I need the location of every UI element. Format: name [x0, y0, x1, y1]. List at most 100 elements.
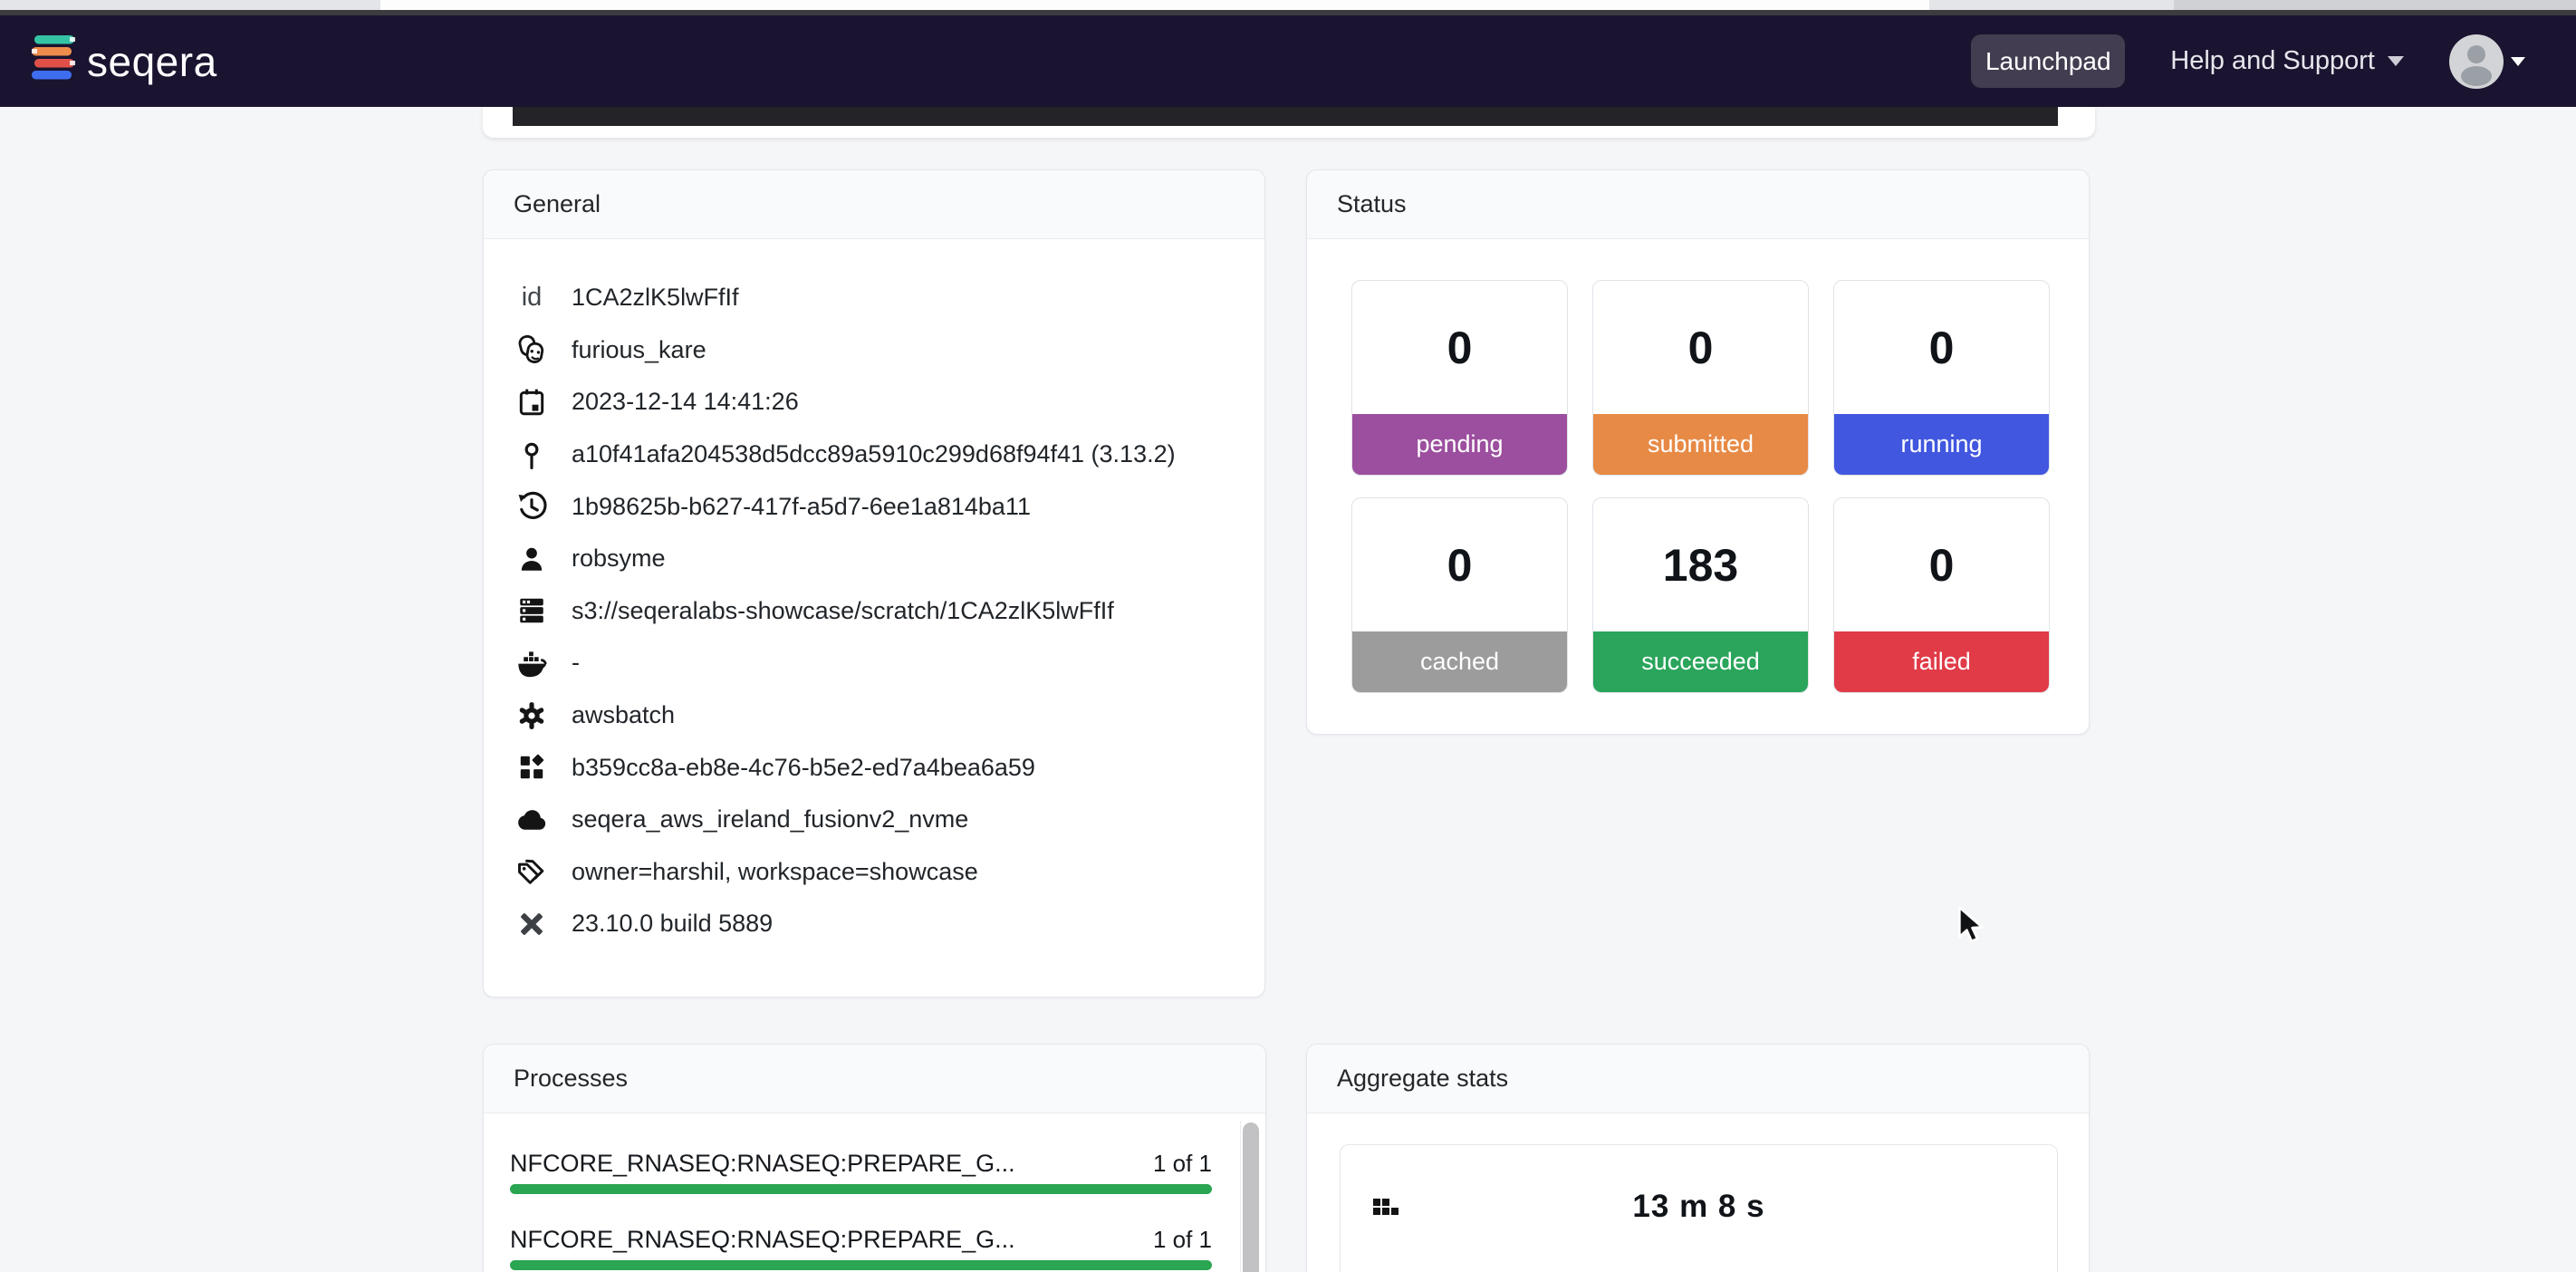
processes-scrollbar-thumb[interactable]	[1243, 1123, 1259, 1272]
id-label: id	[521, 283, 543, 313]
commit-value: a10f41afa204538d5dcc89a5910c299d68f94f41…	[572, 440, 1176, 468]
status-tile-cached[interactable]: 0 cached	[1351, 497, 1568, 693]
help-support-menu[interactable]: Help and Support	[2170, 46, 2404, 76]
general-row-run-id: id 1CA2zlK5lwFfIf	[514, 272, 1235, 324]
status-tile-pending[interactable]: 0 pending	[1351, 280, 1568, 476]
calendar-icon	[514, 387, 550, 418]
container-value: -	[572, 649, 580, 677]
status-tile-submitted[interactable]: 0 submitted	[1592, 280, 1809, 476]
status-tile-failed[interactable]: 0 failed	[1833, 497, 2050, 693]
process-name: NFCORE_RNASEQ:RNASEQ:PREPARE_G...	[510, 1150, 1015, 1177]
tags-value: owner=harshil, workspace=showcase	[572, 857, 978, 885]
theater-masks-icon	[514, 333, 550, 366]
chevron-down-icon	[2388, 56, 2404, 66]
succeeded-label: succeeded	[1593, 631, 1808, 692]
general-card: General id 1CA2zlK5lwFfIf furious_kare	[483, 169, 1265, 997]
chevron-down-icon	[2511, 56, 2525, 66]
help-support-label: Help and Support	[2170, 46, 2375, 75]
general-row-date: 2023-12-14 14:41:26	[514, 376, 1235, 429]
run-id-value: 1CA2zlK5lwFfIf	[572, 284, 739, 312]
general-row-commit: a10f41afa204538d5dcc89a5910c299d68f94f41…	[514, 429, 1235, 481]
process-progress-bar	[510, 1184, 1212, 1194]
running-label: running	[1834, 414, 2049, 475]
status-card: Status 0 pending 0 submitted 0 running 0…	[1306, 169, 2090, 735]
general-row-compute-env-id: b359cc8a-eb8e-4c76-b5e2-ed7a4bea6a59	[514, 741, 1235, 794]
status-title: Status	[1337, 190, 1407, 217]
workdir-value: s3://seqeralabs-showcase/scratch/1CA2zlK…	[572, 596, 1114, 624]
compute-env-id-value: b359cc8a-eb8e-4c76-b5e2-ed7a4bea6a59	[572, 753, 1035, 781]
run-name-value: furious_kare	[572, 335, 706, 363]
process-progress-bar	[510, 1260, 1212, 1270]
launchpad-button[interactable]: Launchpad	[1971, 34, 2126, 88]
user-value: robsyme	[572, 544, 666, 573]
general-row-workdir: s3://seqeralabs-showcase/scratch/1CA2zlK…	[514, 585, 1235, 638]
general-title: General	[514, 190, 601, 217]
scrolled-card-remnant	[483, 107, 2095, 138]
compute-env-name-value: seqera_aws_ireland_fusionv2_nvme	[572, 805, 969, 834]
docker-whale-icon	[514, 647, 550, 679]
failed-count: 0	[1928, 539, 1955, 591]
nextflow-x-icon	[514, 908, 550, 940]
succeeded-count: 183	[1662, 539, 1739, 591]
processes-title: Processes	[514, 1065, 629, 1092]
top-strip	[0, 0, 2576, 10]
status-card-header: Status	[1307, 170, 2089, 239]
person-icon	[514, 544, 550, 574]
failed-label: failed	[1834, 631, 2049, 692]
top-strip-white	[380, 0, 1929, 10]
process-row[interactable]: NFCORE_RNASEQ:RNASEQ:PREPARE_G... 1 of 1	[510, 1150, 1212, 1194]
user-menu[interactable]	[2449, 34, 2525, 89]
aggregate-stats-header: Aggregate stats	[1307, 1045, 2089, 1113]
mouse-cursor	[1956, 906, 1993, 950]
shapes-icon	[514, 752, 550, 783]
general-row-session: 1b98625b-b627-417f-a5d7-6ee1a814ba11	[514, 480, 1235, 533]
session-id-value: 1b98625b-b627-417f-a5d7-6ee1a814ba11	[572, 492, 1031, 520]
status-tile-running[interactable]: 0 running	[1833, 280, 2050, 476]
brand-wordmark: seqera	[87, 37, 217, 85]
cached-count: 0	[1447, 539, 1473, 591]
process-name: NFCORE_RNASEQ:RNASEQ:PREPARE_G...	[510, 1226, 1015, 1253]
server-stack-icon	[514, 595, 550, 626]
wall-time-value: 13 m 8 s	[1632, 1189, 1765, 1224]
general-row-user: robsyme	[514, 533, 1235, 585]
submitted-label: submitted	[1593, 414, 1808, 475]
general-row-container: -	[514, 637, 1235, 689]
process-count: 1 of 1	[1152, 1150, 1212, 1177]
general-row-nextflow-version: 23.10.0 build 5889	[514, 898, 1235, 950]
executor-value: awsbatch	[572, 701, 676, 729]
submitted-count: 0	[1687, 322, 1714, 373]
process-count: 1 of 1	[1152, 1226, 1212, 1253]
running-count: 0	[1928, 322, 1955, 373]
launchpad-label: Launchpad	[1985, 46, 2111, 75]
general-card-header: General	[484, 170, 1264, 239]
seqera-logo[interactable]: seqera	[30, 15, 217, 107]
cached-label: cached	[1352, 631, 1567, 692]
wall-time-box: 13 m 8 s	[1340, 1144, 2058, 1272]
top-divider	[0, 10, 2576, 15]
aggregate-stats-title: Aggregate stats	[1337, 1065, 1509, 1092]
tags-icon	[514, 855, 550, 888]
pending-label: pending	[1352, 414, 1567, 475]
gear-icon	[514, 700, 550, 731]
pending-count: 0	[1447, 322, 1473, 373]
process-row[interactable]: NFCORE_RNASEQ:RNASEQ:PREPARE_G... 1 of 1	[510, 1226, 1212, 1270]
git-commit-icon	[514, 439, 550, 470]
command-console-box	[513, 107, 2058, 126]
top-strip-gray	[2174, 0, 2576, 10]
aggregate-stats-card: Aggregate stats 13 m 8 s	[1306, 1044, 2090, 1272]
processes-card-header: Processes	[484, 1045, 1265, 1113]
navbar: seqera Launchpad Help and Support	[0, 15, 2576, 107]
blocks-grid-icon	[1371, 1194, 1399, 1226]
history-icon	[514, 490, 550, 523]
avatar	[2449, 34, 2504, 89]
processes-scrollbar-track[interactable]	[1240, 1121, 1261, 1272]
processes-card: Processes NFCORE_RNASEQ:RNASEQ:PREPARE_G…	[483, 1044, 1266, 1272]
nextflow-version-value: 23.10.0 build 5889	[572, 910, 774, 938]
general-row-compute-env-name: seqera_aws_ireland_fusionv2_nvme	[514, 794, 1235, 846]
status-tile-succeeded[interactable]: 183 succeeded	[1592, 497, 1809, 693]
date-value: 2023-12-14 14:41:26	[572, 388, 799, 416]
general-row-run-name: furious_kare	[514, 324, 1235, 377]
cloud-icon	[514, 804, 550, 836]
general-row-tags: owner=harshil, workspace=showcase	[514, 846, 1235, 899]
seqera-logo-icon	[30, 31, 77, 92]
